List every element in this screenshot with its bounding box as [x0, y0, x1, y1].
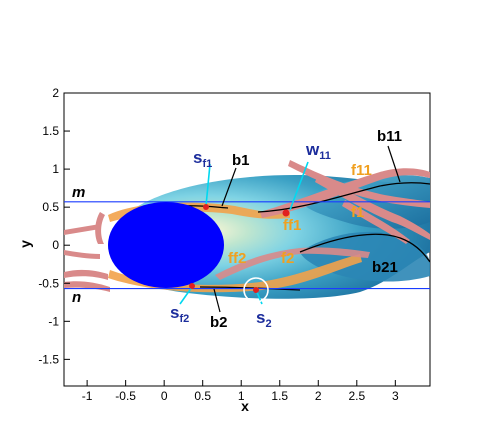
cylinder-body — [108, 202, 224, 288]
streamline-b2 — [199, 286, 301, 291]
x-tick-label: 0.5 — [194, 389, 211, 403]
shear-layer-lower — [108, 254, 362, 293]
stream-band-lower-left-2 — [64, 281, 110, 292]
stream-band-upper-2 — [288, 160, 430, 208]
y-tick-label: 1 — [52, 162, 59, 176]
stream-band-upper-left-1 — [64, 224, 100, 235]
leader-b11 — [387, 145, 401, 183]
label-sf2: sf2 — [170, 303, 189, 325]
leader-b1 — [221, 167, 237, 207]
label-ff1: ff1 — [283, 217, 301, 234]
x-axis-label: x — [241, 398, 249, 414]
highlight-circle-s2 — [243, 277, 269, 303]
leader-w11 — [289, 161, 309, 211]
x-tick-label: 1 — [238, 389, 245, 403]
label-f11: f11 — [351, 162, 372, 179]
label-b21: b21 — [372, 259, 398, 276]
x-tick-label: 1.5 — [271, 389, 288, 403]
point-s2 — [253, 287, 259, 293]
leader-b2 — [213, 288, 221, 313]
label-f1: f1 — [351, 204, 364, 221]
label-f2: f2 — [281, 250, 294, 267]
y-tick-label: 2 — [52, 86, 59, 100]
x-axis: -1 -0.5 0 0.5 1 1.5 2 2.5 3 — [82, 380, 399, 403]
label-sf1: sf1 — [193, 148, 212, 170]
label-b1: b1 — [232, 152, 250, 169]
x-tick-label: -1 — [82, 389, 93, 403]
point-w11 — [282, 209, 290, 217]
label-w11: w11 — [305, 140, 331, 162]
y-tick-label: -1 — [48, 314, 59, 328]
stream-band-upper-4 — [342, 200, 410, 244]
leader-sf1 — [205, 163, 211, 207]
stream-band-lower-left-1 — [64, 269, 108, 280]
y-axis-label: y — [17, 240, 33, 248]
stream-band-inner-upper — [95, 212, 105, 244]
x-tick-label: 2 — [315, 389, 322, 403]
stream-band-upper-3 — [315, 175, 430, 240]
label-b2: b2 — [210, 314, 228, 331]
line-n-label: n — [72, 289, 81, 306]
point-sf1 — [203, 204, 209, 210]
stream-band-upper-left-2 — [64, 250, 100, 259]
streamline-b1-tail — [257, 182, 430, 213]
label-b11: b11 — [377, 128, 402, 145]
stream-band-ff2 — [215, 247, 370, 280]
x-tick-label: -0.5 — [115, 389, 136, 403]
point-sf2 — [189, 283, 195, 289]
y-tick-label: 1.5 — [42, 124, 59, 138]
leader-sf2 — [179, 286, 193, 305]
line-m-label: m — [72, 184, 85, 201]
label-ff2: ff2 — [228, 250, 246, 267]
x-tick-label: 3 — [392, 389, 399, 403]
y-axis: 2 1.5 1 0.5 0 -0.5 -1 -1.5 — [38, 86, 70, 366]
y-tick-label: 0.5 — [42, 200, 59, 214]
y-tick-label: 0 — [52, 238, 59, 252]
x-tick-label: 0 — [161, 389, 168, 403]
y-tick-label: -0.5 — [38, 276, 59, 290]
x-tick-label: 2.5 — [348, 389, 365, 403]
label-s2: s2 — [256, 308, 272, 330]
streamline-b21 — [299, 233, 430, 263]
y-tick-label: -1.5 — [38, 352, 59, 366]
